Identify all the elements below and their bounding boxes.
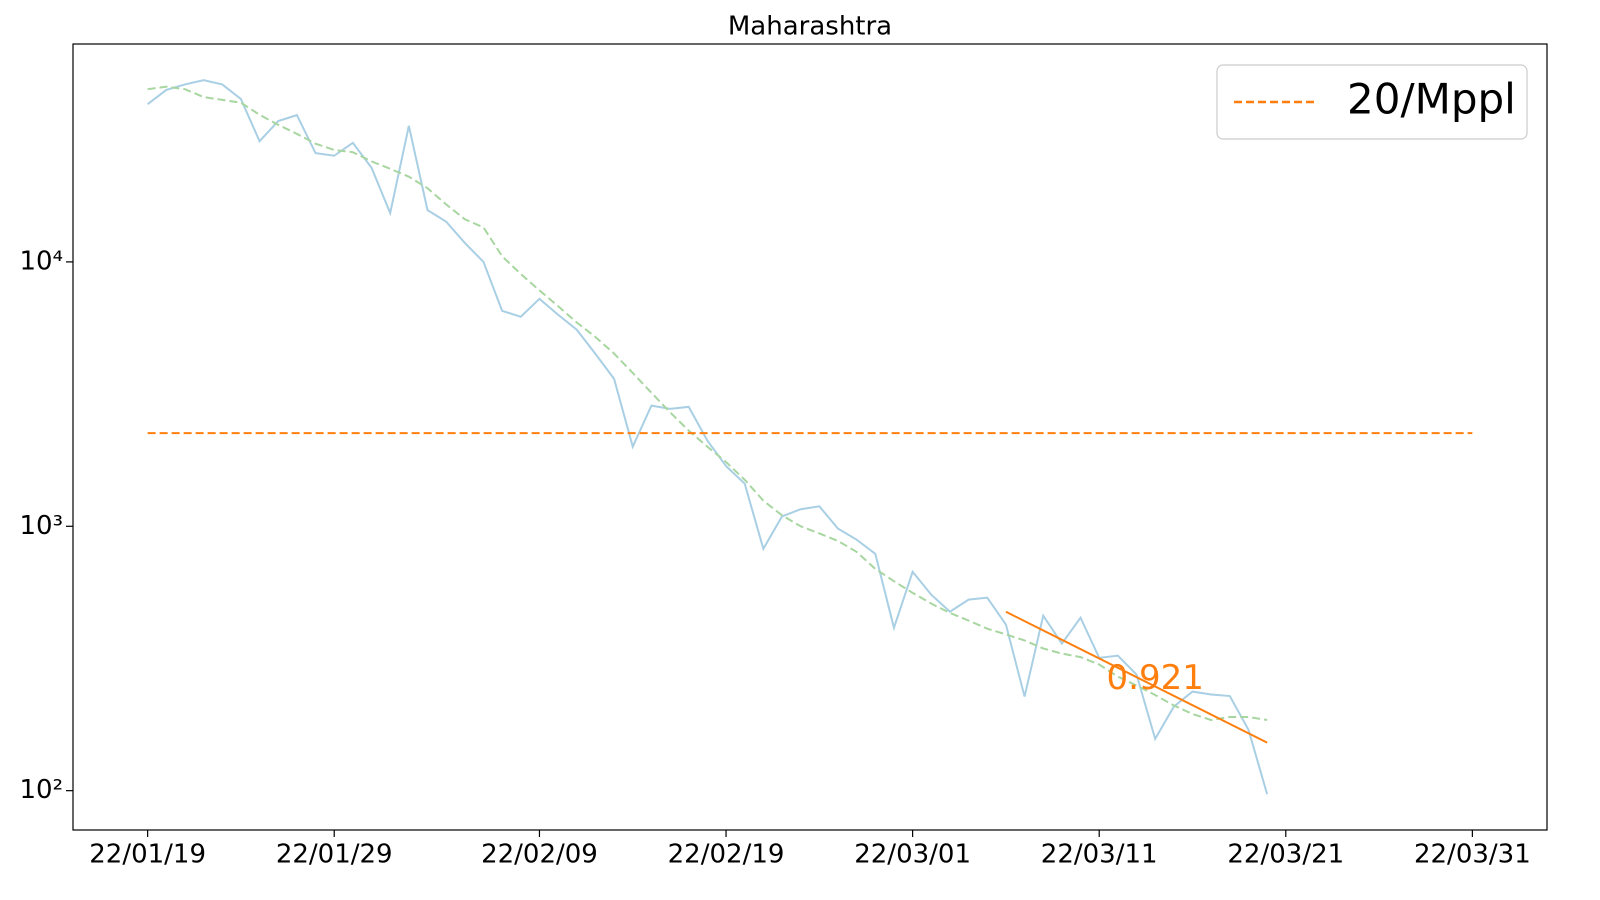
series-line <box>1005 610 1268 744</box>
y-tick-label: 10⁴ <box>19 246 63 276</box>
chart-title: Maharashtra <box>728 12 892 42</box>
x-tick-label: 22/03/11 <box>1041 840 1158 870</box>
legend-box <box>1216 64 1528 140</box>
plot-frame <box>72 43 1548 831</box>
x-tick-label: 22/03/01 <box>854 840 971 870</box>
x-tick-label: 22/03/21 <box>1227 840 1344 870</box>
y-tick-label: 10² <box>19 775 63 805</box>
x-tick-label: 22/02/09 <box>481 840 598 870</box>
legend-label: 20/Mppl <box>1347 75 1516 124</box>
x-tick-label: 22/03/31 <box>1414 840 1531 870</box>
x-tick-label: 22/01/19 <box>89 840 206 870</box>
annotation: 0.921 <box>1107 658 1204 698</box>
series-line <box>147 85 1268 722</box>
x-tick-label: 22/01/29 <box>276 840 393 870</box>
y-tick-label: 10³ <box>19 511 63 541</box>
series-line <box>147 79 1269 795</box>
x-tick-label: 22/02/19 <box>668 840 785 870</box>
